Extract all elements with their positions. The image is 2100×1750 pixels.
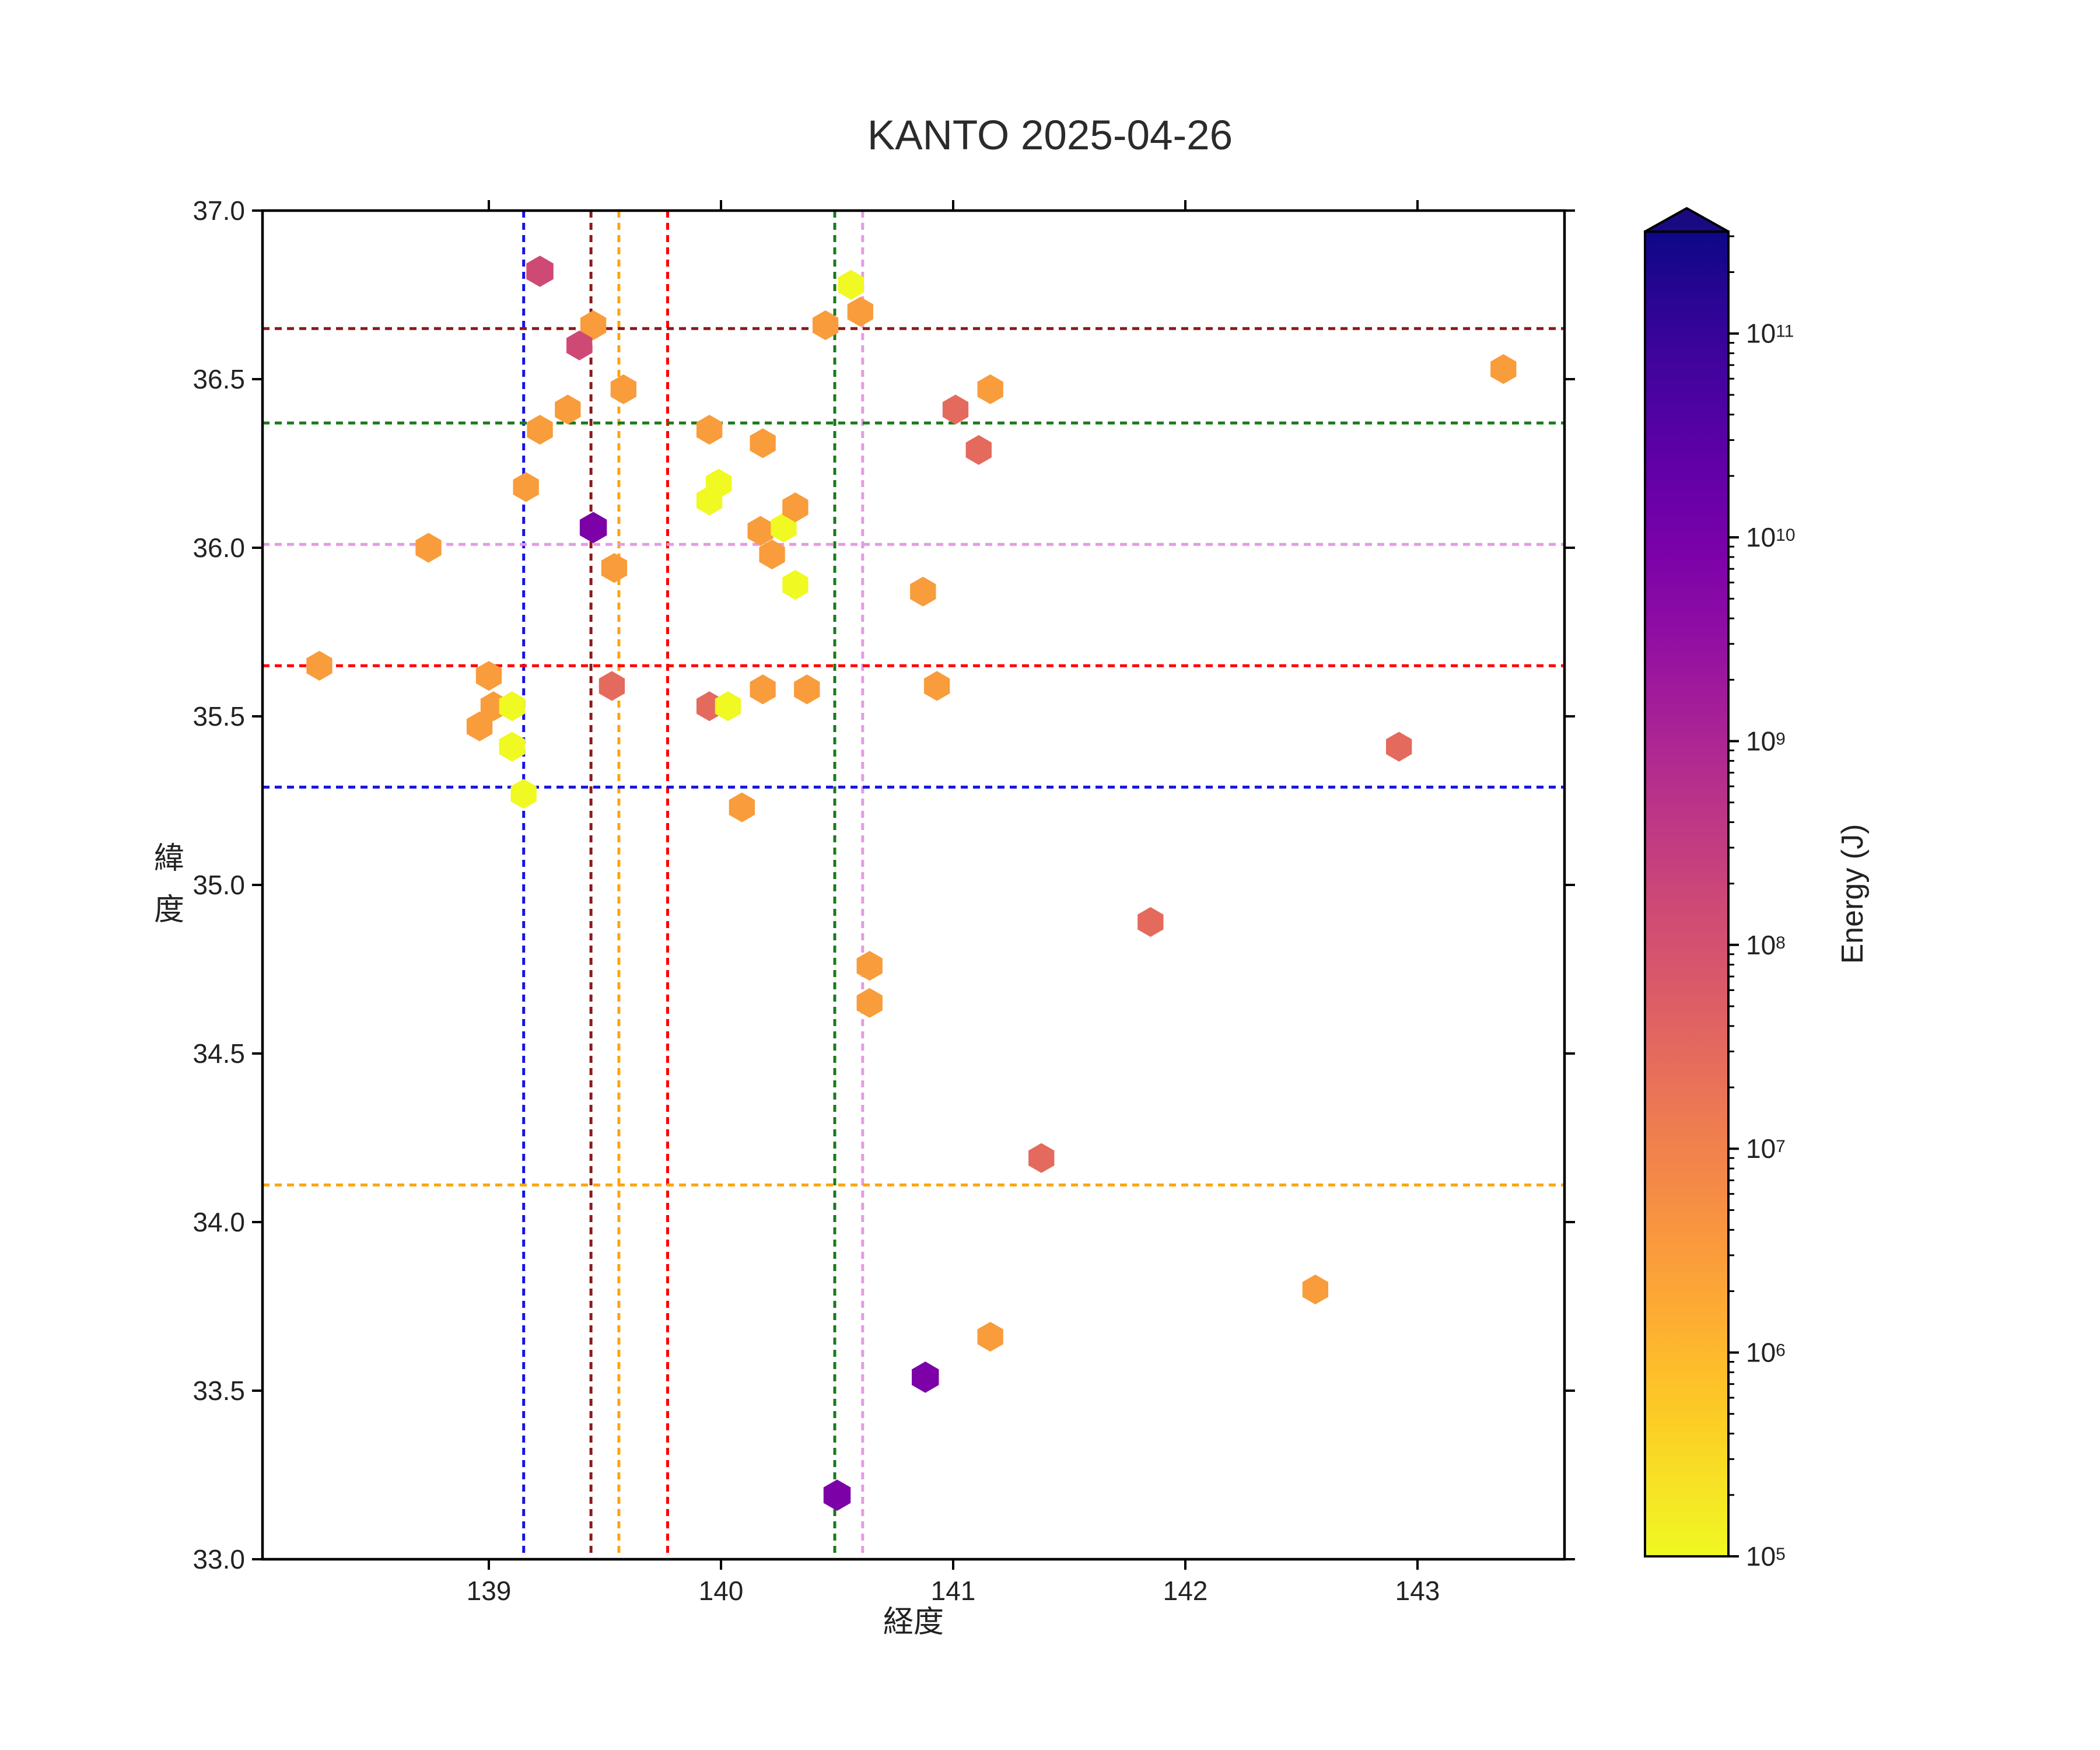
svg-text:109: 109 [1746,726,1786,757]
svg-text:1010: 1010 [1746,522,1796,552]
svg-text:度: 度 [154,893,184,927]
svg-text:143: 143 [1395,1576,1440,1606]
svg-text:105: 105 [1746,1541,1786,1572]
svg-text:1011: 1011 [1746,318,1794,349]
svg-text:36.0: 36.0 [192,533,245,563]
svg-text:139: 139 [467,1576,512,1606]
svg-text:緯: 緯 [154,842,184,876]
svg-text:34.0: 34.0 [192,1207,245,1237]
svg-text:経度: 経度 [883,1605,944,1639]
svg-text:106: 106 [1746,1338,1786,1368]
svg-text:140: 140 [699,1576,744,1606]
svg-text:142: 142 [1163,1576,1208,1606]
svg-text:33.5: 33.5 [192,1376,245,1406]
svg-text:34.5: 34.5 [192,1038,245,1069]
svg-text:35.5: 35.5 [192,701,245,732]
svg-text:Energy (J): Energy (J) [1836,824,1870,964]
svg-text:141: 141 [931,1576,976,1606]
svg-text:107: 107 [1746,1133,1786,1164]
svg-text:36.5: 36.5 [192,364,245,394]
svg-text:33.0: 33.0 [192,1544,245,1574]
svg-text:35.0: 35.0 [192,870,245,900]
svg-text:37.0: 37.0 [192,195,245,226]
svg-text:108: 108 [1746,930,1786,960]
